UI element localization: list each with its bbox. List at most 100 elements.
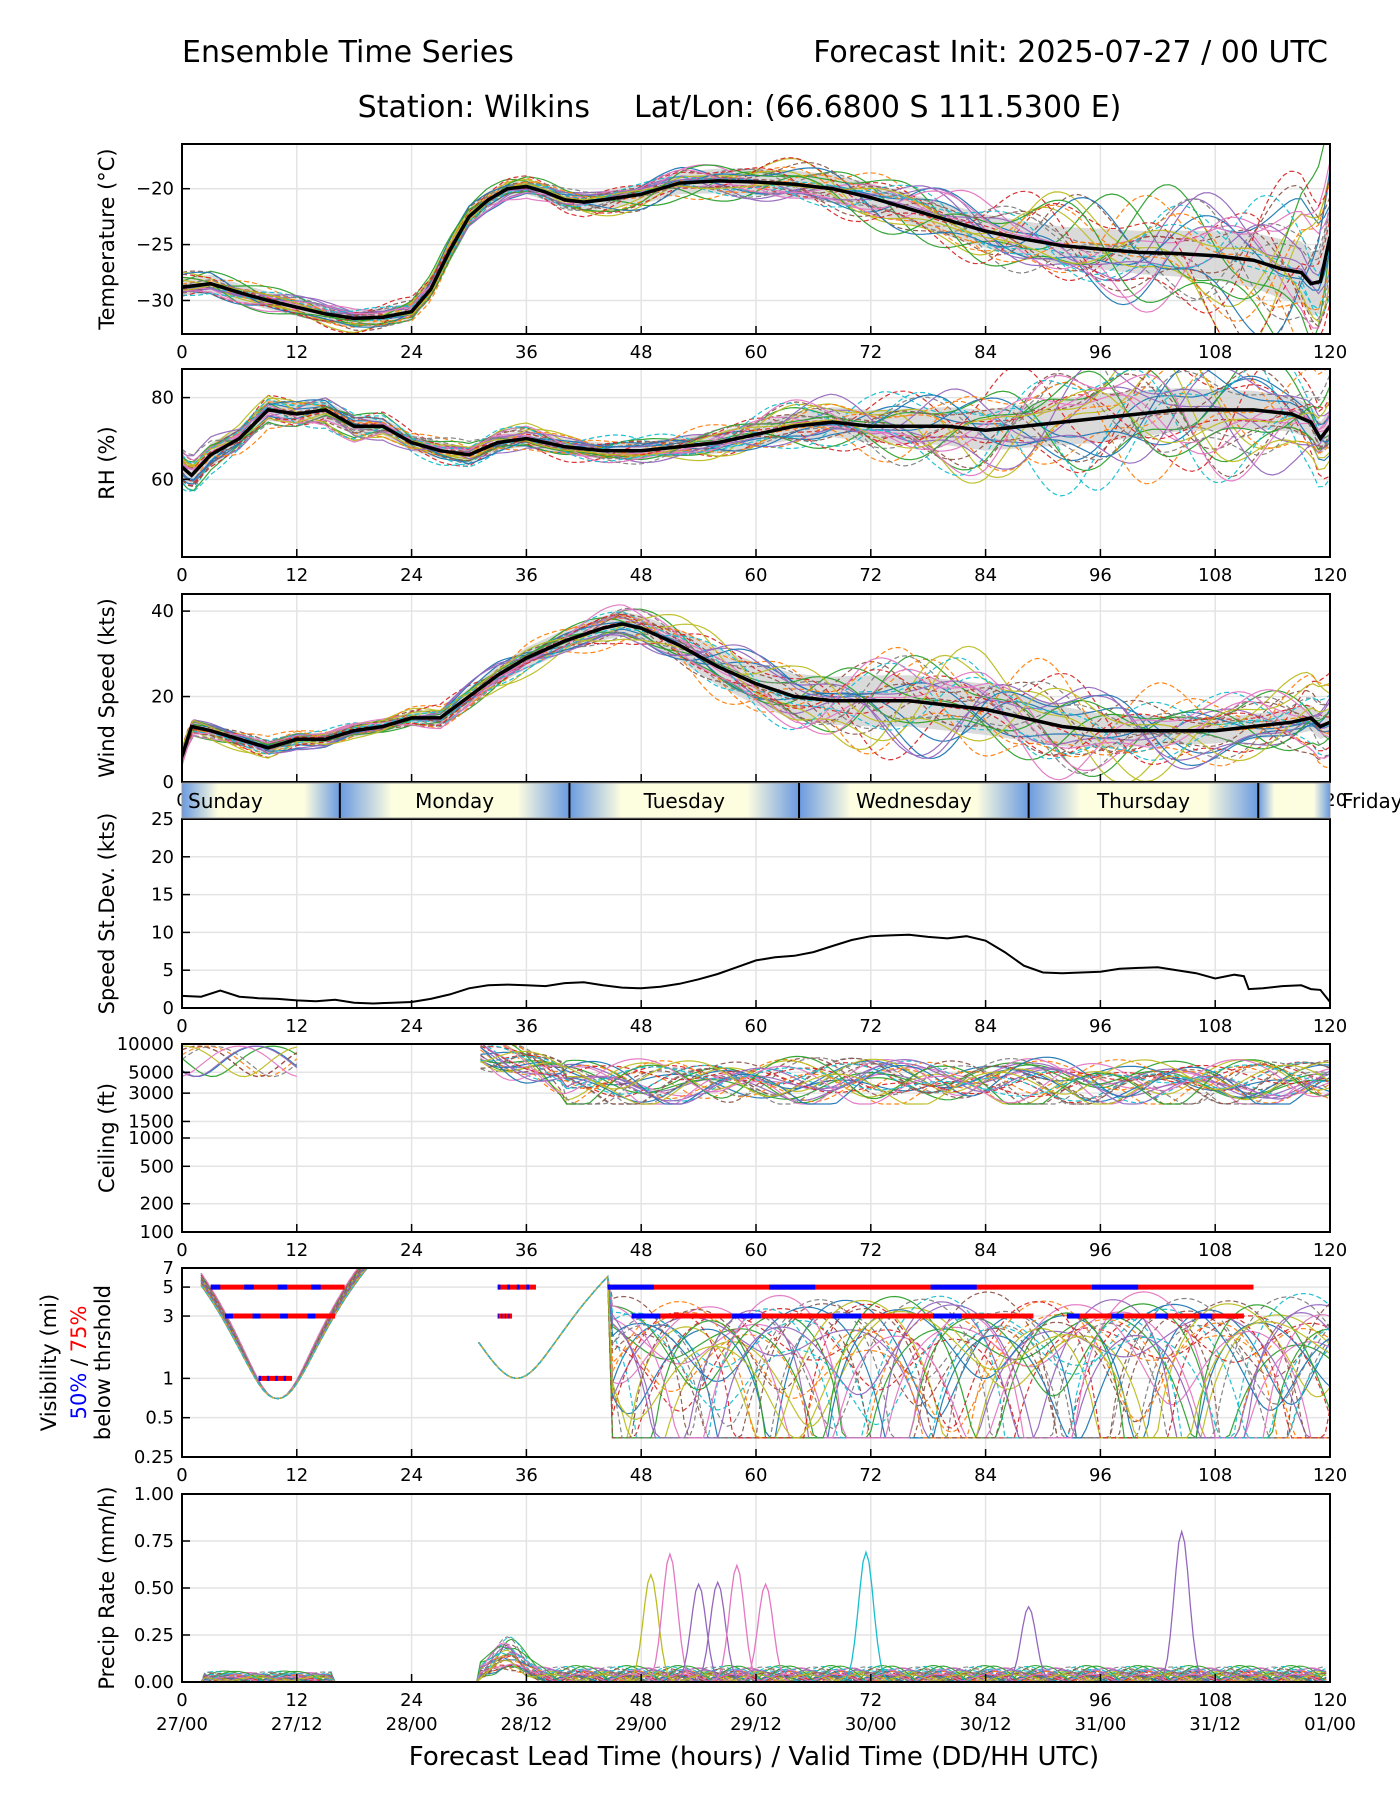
x-tick-label: 120 [1313,1016,1347,1037]
ensemble-member [182,177,1330,315]
plot-area [182,1044,1330,1105]
ensemble-member [182,613,1330,763]
x-tick-label: 36 [515,1465,538,1486]
x-tick-label: 108 [1198,1016,1232,1037]
x-tick-label: 120 [1313,1240,1347,1261]
day-strip-segment [1143,783,1259,818]
precip-peak [999,1605,1058,1682]
x-tick-label: 36 [515,342,538,363]
x-tick-label: 12 [285,342,308,363]
ensemble-member [182,1044,1330,1105]
figure-title: Ensemble Time Series [182,35,514,70]
y-tick-label: 20 [151,687,174,708]
y-tick-label: 3 [163,1306,174,1327]
day-strip-segment [1028,783,1144,818]
percent-part: / [67,1352,91,1372]
ensemble-member [509,1044,1330,1105]
panel-4: 0 12 24 36 48 60 72 84 96 108 120 0 5 10 15 20 25 Speed S… [95,809,1347,1037]
ensemble-member [513,1044,1330,1105]
ensemble-member [480,1044,1330,1105]
forecast-init: Forecast Init: 2025-07-27 / 00 UTC [813,35,1328,70]
ensemble-member [480,1050,1330,1105]
x-tick-label: 96 [1089,342,1112,363]
ensemble-member [182,375,1330,482]
stdev-line [182,933,1330,1005]
ensemble-member [182,627,1330,761]
y-tick-label: 0.50 [134,1578,174,1599]
plot-area [200,1268,1330,1439]
precip-peak [736,1582,795,1682]
ensemble-member [480,1046,1330,1105]
day-strip-segment [684,783,800,818]
precip-peak [622,1572,680,1682]
y-axis-label: Temperature (°C) [95,148,119,330]
precip-peak [641,1552,699,1682]
ensemble-member [182,638,1330,762]
x-tick-label: 72 [859,1240,882,1261]
y-tick-label: 0.00 [134,1672,174,1693]
percent-part: 75% [67,1306,91,1353]
x-tick-label: 48 [630,565,653,586]
x-tick-label: 60 [745,1690,768,1711]
x-tick-label: 120 [1313,1690,1347,1711]
x-tick-label: 84 [974,1240,997,1261]
plot-area [182,1529,1327,1682]
y-tick-label: 0.25 [134,1625,174,1646]
day-label: Sunday [188,789,263,813]
panels: 0 12 24 36 48 60 72 84 96 108 120−30−25−20Temperat… [37,143,1356,1735]
grid [181,1493,1331,1683]
y-tick-label: 200 [140,1194,174,1215]
panel-1: 0 12 24 36 48 60 72 84 96 108 120 −30 −25 −20 Temperat… [95,143,1347,363]
x-tick-label: 12 [285,1240,308,1261]
y-axis-label: Precip Rate (mm/h) [95,1486,119,1689]
x-tick-label-date: 29/12 [730,1714,782,1735]
y-tick-label: 0.75 [134,1531,174,1552]
ensemble-member [182,1636,1327,1682]
x-tick-label-date: 31/12 [1189,1714,1241,1735]
y-axis-label: RH (%) [95,426,119,499]
percent-part: 50% [67,1373,91,1420]
x-tick-label-date: 27/00 [156,1714,208,1735]
ensemble-member [182,615,1330,769]
x-tick-label: 48 [630,1465,653,1486]
ensemble-member [182,1664,1327,1682]
x-tick-label: 36 [515,565,538,586]
day-strip: Sunday Monday Tuesday Wednesday Thursday Frid… [181,782,1400,819]
x-tick-label-date: 27/12 [271,1714,323,1735]
x-tick-label: 84 [974,1465,997,1486]
day-strip-segment [260,783,340,818]
day-strip-segment [913,783,1029,818]
day-strip-segment [799,783,914,818]
x-tick-label: 0 [176,1240,187,1261]
ensemble-member [182,1646,1327,1682]
grid [181,818,1331,1009]
x-tick-label: 0 [176,342,187,363]
x-tick-label: 96 [1089,1465,1112,1486]
x-tick-label: 84 [974,565,997,586]
ensemble-member [182,169,1330,317]
ensemble-member [182,382,1330,466]
panel-3: 0122436486072849610812002040Wind Speed (… [95,593,1347,811]
ensemble-member [182,1653,1327,1682]
precip-peak [688,1580,747,1682]
ensemble-member [182,369,1330,476]
x-tick-label: 36 [515,1016,538,1037]
x-axis-label: Forecast Lead Time (hours) / Valid Time … [409,1742,1099,1772]
x-tick-label: 12 [285,565,308,586]
day-strip-segment [1258,783,1295,818]
day-label: Friday [1342,789,1400,813]
x-tick-label-date: 28/00 [386,1714,438,1735]
panel-7: 0 27/00 12 27/12 24 28/00 36 28/12 48 29/00 60 29/1… [95,1484,1356,1735]
y-tick-label: 5000 [128,1062,174,1083]
x-tick-label: 48 [630,1240,653,1261]
precip-peak [837,1550,895,1682]
ensemble-member [480,1045,1330,1095]
y-tick-label: 100 [140,1222,174,1243]
ensemble-member [480,1044,1330,1105]
y-axis-label: Speed St.Dev. (kts) [95,813,119,1015]
y-tick-label: −30 [136,290,174,311]
precip-peak [708,1563,766,1682]
ensemble-member [182,394,1330,469]
y-tick-label: 40 [151,601,174,622]
